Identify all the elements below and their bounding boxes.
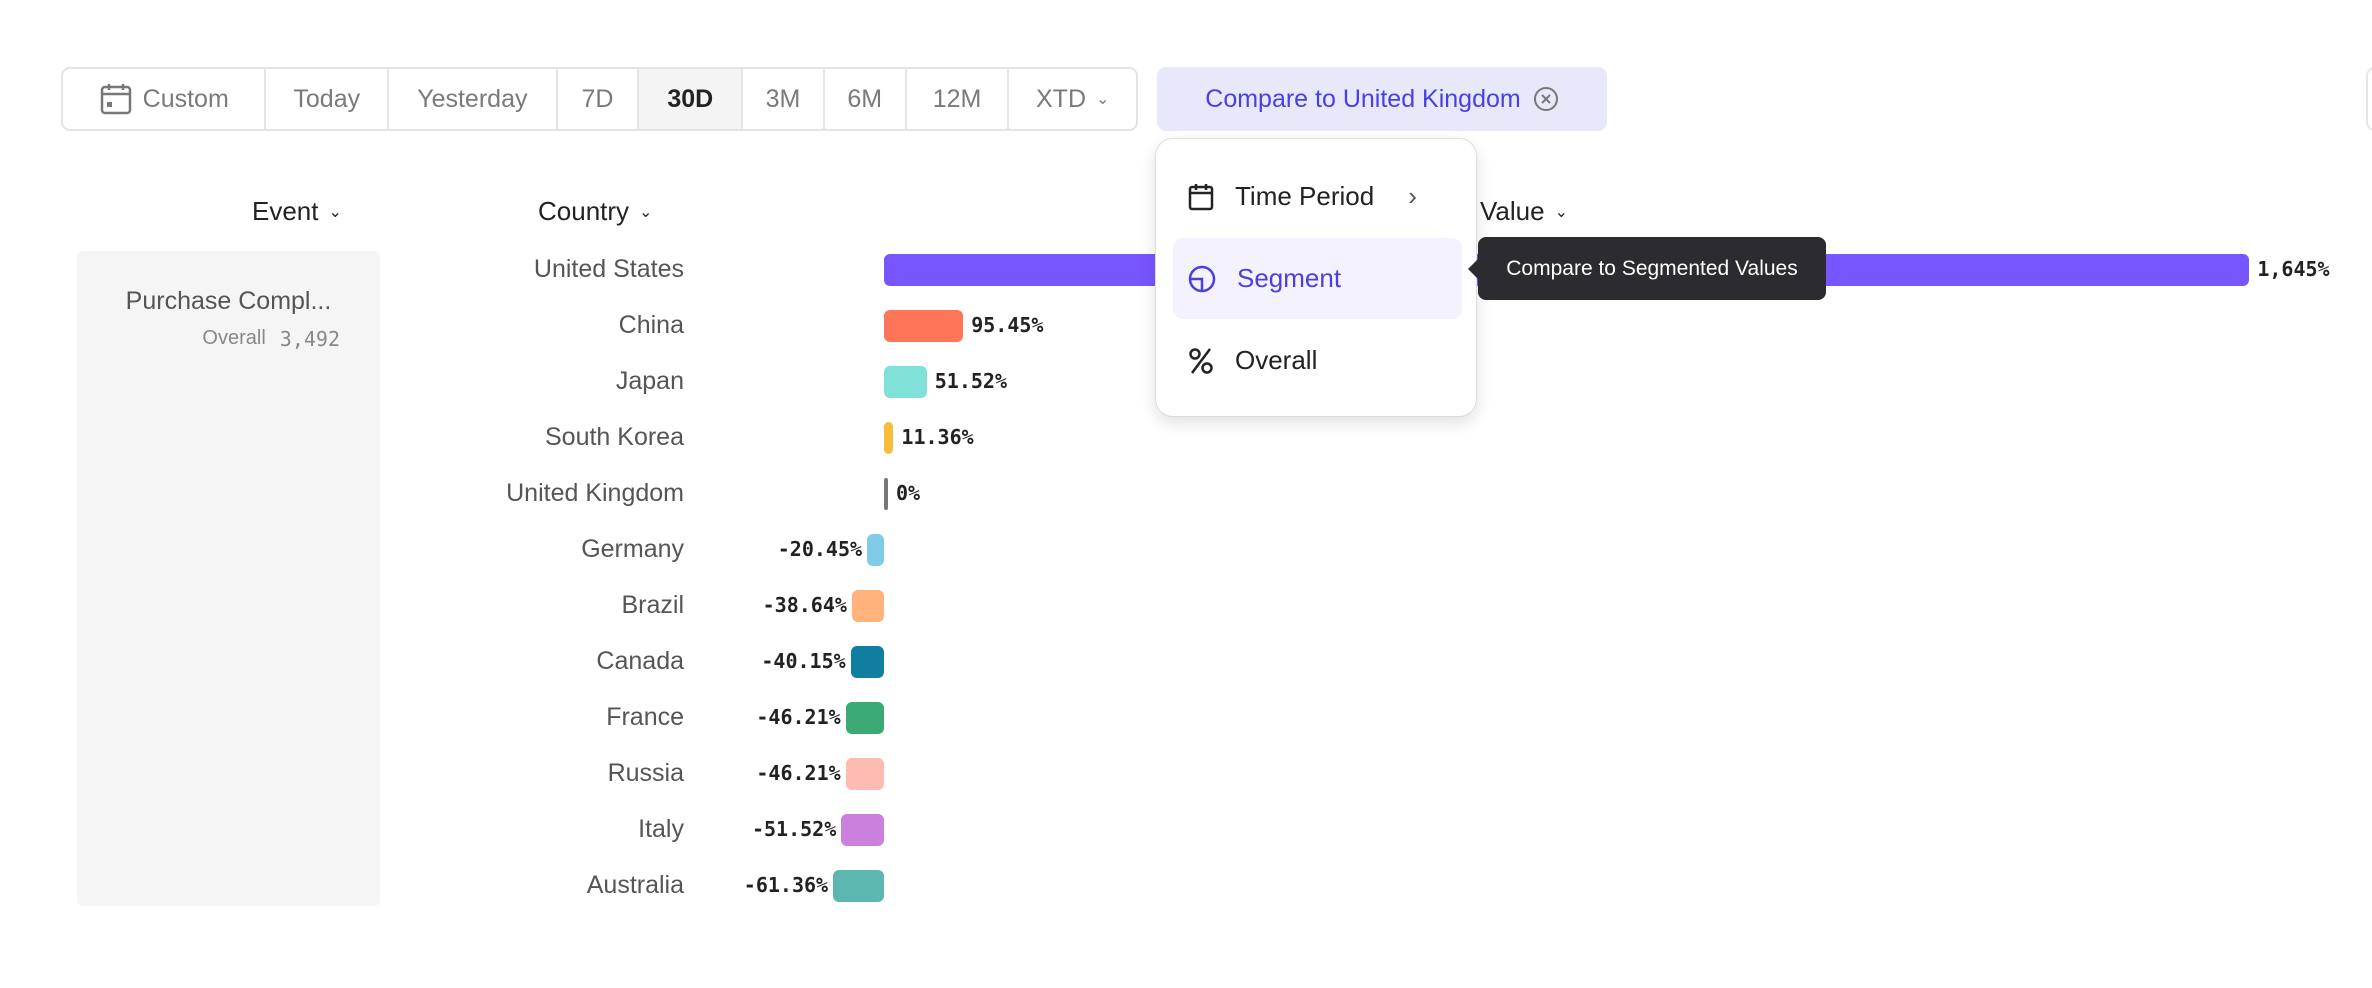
close-circle-icon[interactable] bbox=[1533, 86, 1559, 112]
value-label: -51.52% bbox=[751, 817, 837, 841]
menu-item-segment[interactable]: Segment bbox=[1173, 238, 1462, 319]
range-label: Today bbox=[293, 84, 361, 113]
event-name: Purchase Compl... bbox=[125, 287, 332, 315]
country-label: China bbox=[618, 311, 684, 339]
range-label: 3M bbox=[765, 84, 801, 113]
value-label: 0% bbox=[896, 481, 921, 505]
menu-item-label: Time Period bbox=[1235, 181, 1375, 211]
range-30d[interactable]: 30D bbox=[639, 69, 744, 129]
segment-icon bbox=[1188, 265, 1216, 292]
range-label: 6M bbox=[847, 84, 883, 113]
value-label: -61.36% bbox=[743, 873, 829, 897]
range-today[interactable]: Today bbox=[266, 69, 390, 129]
bar[interactable] bbox=[851, 590, 884, 622]
country-label: Australia bbox=[586, 871, 684, 899]
calendar-icon bbox=[1188, 183, 1214, 210]
bar[interactable] bbox=[884, 310, 964, 342]
range-custom[interactable]: Custom bbox=[63, 69, 267, 129]
country-label: Russia bbox=[607, 759, 684, 787]
value-header[interactable]: Value ⌄ bbox=[1480, 196, 1568, 227]
compare-chip[interactable]: Compare to United Kingdom bbox=[1157, 67, 1607, 131]
chevron-down-icon: ⌄ bbox=[639, 203, 653, 221]
bar[interactable] bbox=[841, 814, 884, 846]
value-label: -40.15% bbox=[761, 649, 846, 673]
bar[interactable] bbox=[884, 478, 888, 510]
range-label: Custom bbox=[142, 84, 229, 113]
tooltip: Compare to Segmented Values bbox=[1468, 237, 1826, 300]
range-3m[interactable]: 3M bbox=[743, 69, 825, 129]
bar[interactable] bbox=[850, 646, 884, 678]
value-label: -38.64% bbox=[762, 593, 847, 617]
chevron-down-icon: ⌄ bbox=[1096, 91, 1110, 108]
event-header[interactable]: Event ⌄ bbox=[252, 196, 342, 227]
country-header[interactable]: Country ⌄ bbox=[538, 196, 652, 227]
range-xtd[interactable]: XTD ⌄ bbox=[1009, 69, 1136, 129]
overall-value: 3,492 bbox=[279, 327, 340, 351]
bar[interactable] bbox=[884, 422, 894, 454]
menu-item-label: Segment bbox=[1237, 263, 1342, 293]
value-label: 1,645% bbox=[2257, 257, 2330, 281]
bar[interactable] bbox=[845, 702, 884, 734]
country-label: Japan bbox=[615, 367, 684, 395]
menu-item-time-period[interactable]: Time Period › bbox=[1173, 156, 1462, 237]
country-label: Canada bbox=[596, 647, 684, 675]
value-label: 51.52% bbox=[934, 369, 1007, 393]
value-header-label: Value bbox=[1480, 196, 1545, 226]
range-12m[interactable]: 12M bbox=[907, 69, 1010, 129]
bar[interactable] bbox=[845, 758, 884, 790]
range-7d[interactable]: 7D bbox=[558, 69, 640, 129]
value-label: 11.36% bbox=[901, 425, 974, 449]
menu-item-overall[interactable]: Overall bbox=[1173, 320, 1462, 401]
event-header-label: Event bbox=[252, 196, 319, 226]
range-label: 12M bbox=[932, 84, 982, 113]
toolbar-button-partial[interactable] bbox=[2366, 67, 2372, 131]
value-label: -46.21% bbox=[756, 761, 841, 785]
value-label: -20.45% bbox=[777, 537, 863, 561]
country-label: South Korea bbox=[545, 423, 684, 451]
value-label: -46.21% bbox=[756, 705, 841, 729]
country-label: France bbox=[606, 703, 684, 731]
date-range-picker: Custom Today Yesterday 7D 30D 3M 6M 12M XTD ⌄ bbox=[61, 67, 1138, 131]
range-label: 30D bbox=[667, 84, 714, 113]
event-panel[interactable]: Purchase Compl... Overall 3,492 bbox=[77, 251, 380, 906]
percent-icon bbox=[1189, 347, 1213, 374]
range-label: XTD bbox=[1036, 84, 1086, 113]
compare-label: Compare to United Kingdom bbox=[1205, 84, 1521, 113]
country-label: Italy bbox=[638, 815, 684, 843]
country-label: Brazil bbox=[621, 591, 684, 619]
range-6m[interactable]: 6M bbox=[825, 69, 907, 129]
compare-menu: Time Period › Segment Overall bbox=[1155, 138, 1477, 417]
chevron-down-icon: ⌄ bbox=[1554, 203, 1568, 221]
range-yesterday[interactable]: Yesterday bbox=[389, 69, 558, 129]
menu-item-label: Overall bbox=[1235, 345, 1318, 375]
calendar-icon bbox=[100, 84, 131, 115]
chevron-down-icon: ⌄ bbox=[328, 203, 342, 221]
country-header-label: Country bbox=[538, 196, 630, 226]
value-label: 95.45% bbox=[971, 313, 1044, 337]
chevron-right-icon: › bbox=[1408, 181, 1417, 211]
bar[interactable] bbox=[833, 870, 884, 902]
tooltip-text: Compare to Segmented Values bbox=[1506, 256, 1798, 280]
range-label: Yesterday bbox=[417, 84, 528, 113]
overall-label: Overall bbox=[202, 327, 266, 349]
bar[interactable] bbox=[867, 534, 884, 566]
range-label: 7D bbox=[581, 84, 614, 113]
country-label: Germany bbox=[581, 535, 684, 563]
bar[interactable] bbox=[884, 366, 927, 398]
country-label: United Kingdom bbox=[506, 479, 684, 507]
country-label: United States bbox=[533, 255, 684, 283]
